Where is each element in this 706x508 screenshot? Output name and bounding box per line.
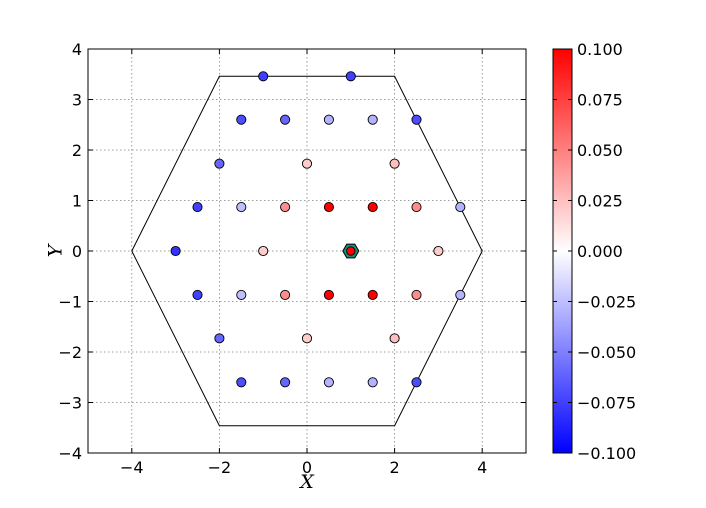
data-point bbox=[301, 333, 313, 344]
data-point bbox=[192, 289, 203, 300]
y-tick-label: 1 bbox=[72, 192, 82, 211]
data-point bbox=[323, 202, 334, 213]
data-point bbox=[258, 245, 269, 257]
data-point bbox=[367, 289, 378, 300]
data-point bbox=[170, 245, 181, 257]
data-point bbox=[280, 289, 291, 300]
colorbar-tick-label: 0.000 bbox=[577, 242, 623, 261]
data-point bbox=[389, 333, 400, 344]
data-point bbox=[236, 202, 247, 213]
hexagon-boundary bbox=[131, 75, 483, 427]
colorbar-tick-label: 0.050 bbox=[577, 141, 623, 160]
y-tick-label: −3 bbox=[58, 394, 82, 413]
colorbar-ticks: 0.100 0.075 0.050 0.025 0.000 −0.025 −0.050 −0.… bbox=[553, 40, 636, 463]
colorbar-tick-label: −0.050 bbox=[577, 343, 636, 362]
colorbar-tick-label: 0.100 bbox=[577, 40, 623, 59]
data-point bbox=[236, 289, 247, 300]
data-point bbox=[411, 114, 422, 125]
data-point bbox=[367, 202, 378, 213]
data-point bbox=[236, 377, 247, 388]
colorbar-tick-label: −0.025 bbox=[577, 293, 636, 312]
data-point bbox=[323, 114, 334, 125]
data-point bbox=[389, 158, 400, 169]
data-point bbox=[411, 202, 422, 213]
data-point bbox=[345, 71, 356, 82]
data-point bbox=[258, 71, 269, 82]
data-point bbox=[455, 289, 466, 300]
data-point bbox=[323, 289, 334, 300]
data-point bbox=[280, 114, 291, 125]
data-point bbox=[411, 289, 422, 300]
colorbar-tick-label: −0.100 bbox=[577, 444, 636, 463]
axis-ticks: −4 −2 0 2 4 −4 −3 −2 −1 0 1 2 3 4 bbox=[58, 40, 526, 477]
y-tick-label: −1 bbox=[58, 293, 82, 312]
x-tick-label: 4 bbox=[477, 458, 487, 477]
colorbar-tick-label: 0.025 bbox=[577, 192, 623, 211]
y-tick-label: −4 bbox=[58, 444, 82, 463]
data-point bbox=[323, 377, 334, 388]
data-point bbox=[411, 377, 422, 388]
y-tick-label: 0 bbox=[72, 242, 82, 261]
x-tick-label: −2 bbox=[208, 458, 232, 477]
data-point bbox=[433, 245, 444, 257]
y-tick-label: 3 bbox=[72, 91, 82, 110]
center-marker-group bbox=[342, 243, 360, 259]
data-point bbox=[280, 377, 291, 388]
y-axis-title: Y bbox=[45, 242, 67, 257]
center-point bbox=[346, 246, 356, 256]
data-points bbox=[170, 71, 466, 388]
data-point bbox=[301, 158, 313, 169]
data-point bbox=[214, 333, 225, 344]
data-point bbox=[367, 114, 378, 125]
data-point bbox=[192, 202, 203, 213]
x-axis-title: X bbox=[298, 471, 315, 493]
x-tick-label: −4 bbox=[120, 458, 144, 477]
x-tick-label: 0 bbox=[302, 458, 312, 477]
grid-lines bbox=[88, 48, 526, 454]
y-tick-label: −2 bbox=[58, 343, 82, 362]
data-point bbox=[236, 114, 247, 125]
data-point bbox=[214, 158, 225, 169]
data-point bbox=[455, 202, 466, 213]
data-point bbox=[280, 202, 291, 213]
hexagon-outline bbox=[131, 75, 483, 427]
data-point bbox=[367, 377, 378, 388]
x-tick-label: 2 bbox=[390, 458, 400, 477]
y-tick-label: 4 bbox=[72, 40, 82, 59]
y-tick-label: 2 bbox=[72, 141, 82, 160]
colorbar-tick-label: −0.075 bbox=[577, 394, 636, 413]
colorbar-tick-label: 0.075 bbox=[577, 91, 623, 110]
